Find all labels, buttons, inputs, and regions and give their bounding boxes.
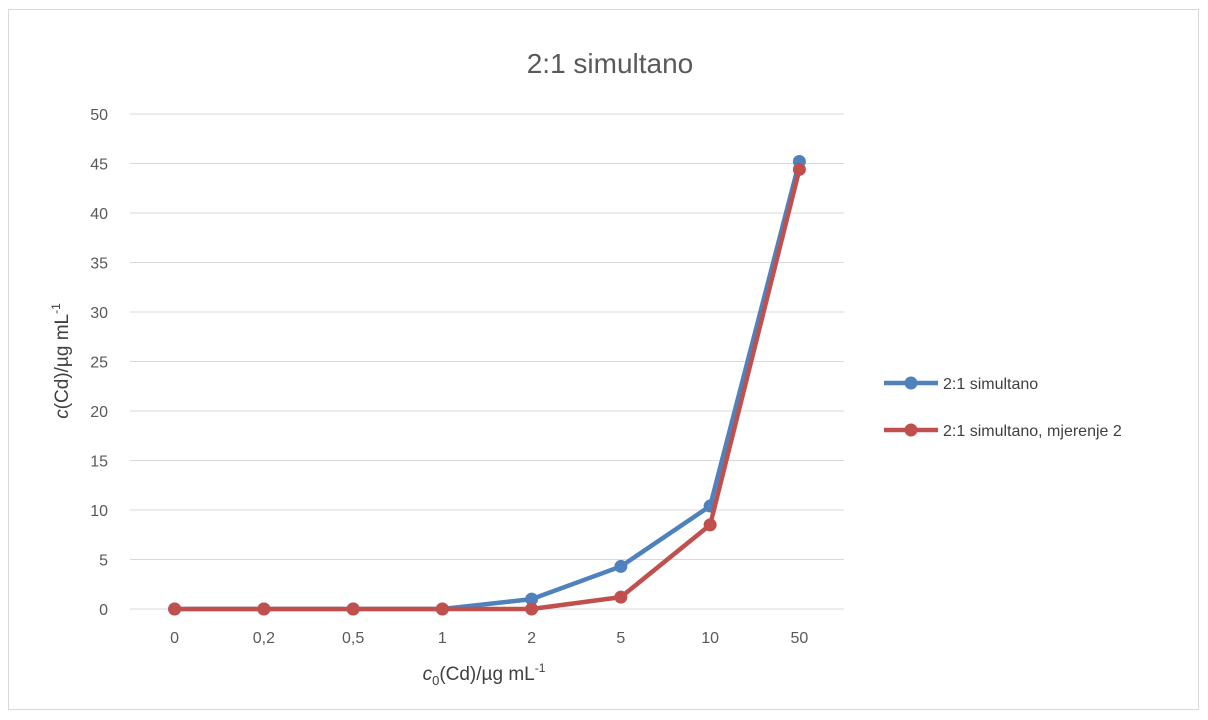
chart-frame: [8, 9, 1199, 710]
legend-item: 2:1 simultano: [884, 376, 1038, 393]
legend-label: 2:1 simultano: [943, 376, 1038, 393]
data-point: [257, 602, 271, 616]
data-point: [168, 602, 182, 616]
y-axis-label-symbol: c: [52, 409, 73, 419]
y-tick-label: 40: [90, 206, 108, 223]
y-axis-label: c(Cd)/µg mL-1: [49, 303, 73, 419]
legend-swatch-marker: [904, 376, 918, 390]
y-tick-label: 25: [90, 355, 108, 372]
x-tick-label: 50: [790, 630, 808, 647]
legend: 2:1 simultano 2:1 simultano, mjerenje 2: [884, 376, 1122, 440]
x-axis-ticks: 0 0,2 0,5 1 2 5 10 50: [170, 630, 808, 647]
x-axis-label: c0(Cd)/µg mL-1: [423, 661, 546, 688]
series-line: [172, 159, 802, 612]
x-tick-label: 0,5: [342, 630, 364, 647]
y-axis-ticks: 0 5 10 15 20 25 30 35 40 45 50: [90, 107, 108, 619]
legend-swatch-marker: [904, 423, 918, 437]
y-tick-label: 35: [90, 256, 108, 273]
legend-item: 2:1 simultano, mjerenje 2: [884, 423, 1122, 440]
x-tick-label: 5: [616, 630, 625, 647]
data-point: [614, 590, 628, 604]
y-tick-label: 20: [90, 404, 108, 421]
y-tick-label: 15: [90, 454, 108, 471]
data-point: [435, 602, 449, 616]
y-tick-label: 50: [90, 107, 108, 124]
series-1: [168, 155, 806, 616]
chart-title: 2:1 simultano: [527, 48, 694, 79]
series-line: [172, 167, 802, 612]
data-point: [614, 559, 628, 573]
x-axis-label-subscript: 0: [432, 673, 439, 688]
y-axis-label-superscript: -1: [49, 303, 63, 314]
data-point: [346, 602, 360, 616]
x-tick-label: 1: [438, 630, 447, 647]
y-tick-label: 30: [90, 305, 108, 322]
gridlines: [130, 113, 844, 610]
x-axis-label-text: (Cd)/µg mL: [439, 664, 534, 685]
y-axis-label-text: (Cd)/µg mL: [52, 314, 73, 409]
series-group: [168, 155, 806, 616]
data-point: [525, 602, 539, 616]
legend-label: 2:1 simultano, mjerenje 2: [943, 423, 1122, 440]
x-axis-label-symbol: c: [423, 664, 433, 685]
x-tick-label: 0: [170, 630, 179, 647]
y-tick-label: 10: [90, 503, 108, 520]
x-tick-label: 10: [701, 630, 719, 647]
data-point: [525, 592, 539, 606]
x-tick-label: 2: [527, 630, 536, 647]
y-tick-label: 45: [90, 157, 108, 174]
y-tick-label: 0: [99, 602, 108, 619]
series-2: [168, 162, 806, 616]
x-tick-label: 0,2: [253, 630, 275, 647]
data-point: [703, 518, 717, 532]
x-axis-label-superscript: -1: [535, 661, 546, 675]
y-tick-label: 5: [99, 553, 108, 570]
data-point: [792, 162, 806, 176]
